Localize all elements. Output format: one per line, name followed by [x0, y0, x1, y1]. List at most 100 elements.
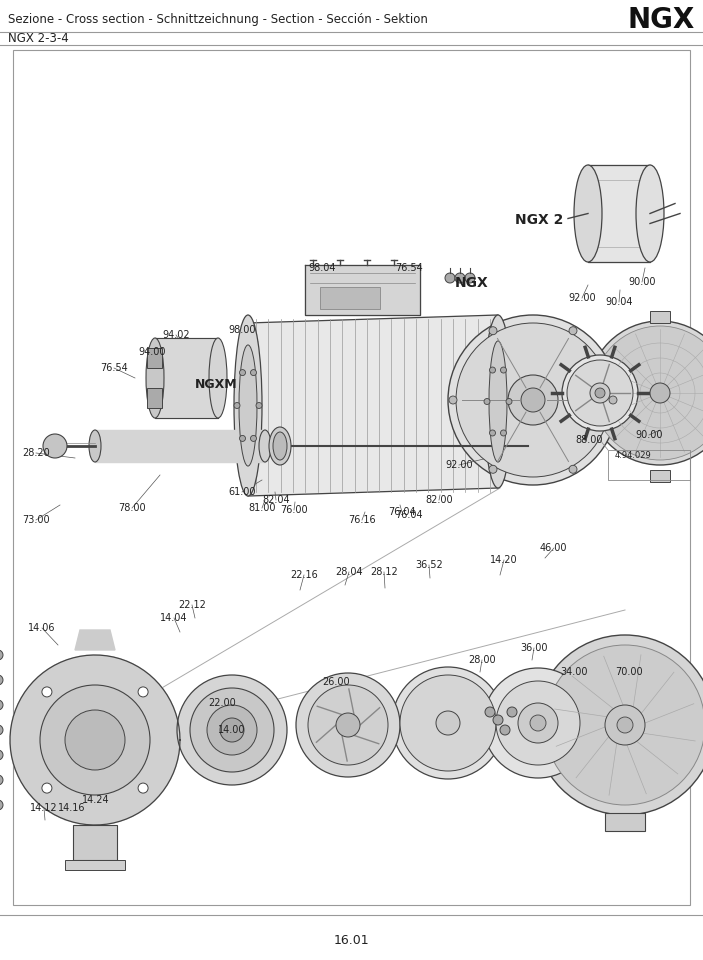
Bar: [147, 348, 162, 368]
Circle shape: [40, 685, 150, 795]
Text: 81.00: 81.00: [248, 503, 276, 513]
Circle shape: [485, 707, 495, 717]
Circle shape: [609, 396, 617, 404]
Text: 76.00: 76.00: [280, 505, 308, 515]
Circle shape: [508, 375, 558, 425]
Circle shape: [250, 436, 257, 442]
Text: 76.54: 76.54: [100, 363, 128, 373]
Text: Sezione - Cross section - Schnittzeichnung - Section - Sección - Sektion: Sezione - Cross section - Schnittzeichnu…: [8, 13, 428, 27]
Ellipse shape: [209, 338, 227, 418]
Circle shape: [43, 434, 67, 458]
Circle shape: [500, 725, 510, 735]
Circle shape: [449, 396, 457, 404]
Text: 14.06: 14.06: [28, 623, 56, 633]
Bar: [608, 450, 690, 480]
Circle shape: [545, 645, 703, 805]
Circle shape: [42, 687, 52, 697]
Circle shape: [296, 673, 400, 777]
Circle shape: [0, 650, 3, 660]
Ellipse shape: [636, 165, 664, 262]
Text: 61.00: 61.00: [228, 487, 255, 497]
Ellipse shape: [269, 427, 291, 465]
Text: 76.04: 76.04: [388, 507, 415, 517]
Ellipse shape: [489, 341, 507, 462]
Text: 26.00: 26.00: [322, 677, 349, 687]
Text: 28.12: 28.12: [370, 567, 398, 577]
Circle shape: [0, 750, 3, 760]
Bar: [320, 287, 380, 309]
Circle shape: [593, 326, 703, 460]
Circle shape: [0, 775, 3, 785]
Circle shape: [489, 466, 497, 473]
Circle shape: [465, 273, 475, 283]
Text: 34.00: 34.00: [560, 667, 588, 677]
Text: 88.00: 88.00: [575, 435, 602, 445]
Ellipse shape: [239, 345, 257, 466]
Circle shape: [177, 675, 287, 785]
Text: 82.04: 82.04: [262, 495, 290, 505]
Text: 90.04: 90.04: [605, 297, 633, 307]
Text: 94.02: 94.02: [162, 330, 190, 340]
Polygon shape: [95, 430, 265, 462]
Circle shape: [220, 718, 244, 742]
Text: 28.00: 28.00: [468, 655, 496, 665]
Circle shape: [489, 430, 496, 436]
Text: 14.12: 14.12: [30, 803, 58, 813]
Text: 36.00: 36.00: [520, 643, 548, 653]
Text: 98.00: 98.00: [228, 325, 255, 335]
Bar: [73, 825, 117, 860]
Circle shape: [0, 675, 3, 685]
Circle shape: [483, 668, 593, 778]
Text: 22.12: 22.12: [178, 600, 206, 610]
Circle shape: [489, 367, 496, 373]
Circle shape: [0, 700, 3, 710]
Circle shape: [521, 388, 545, 412]
Ellipse shape: [146, 338, 164, 418]
Circle shape: [530, 715, 546, 731]
Ellipse shape: [259, 430, 271, 462]
Bar: [147, 388, 162, 408]
Circle shape: [493, 715, 503, 725]
Circle shape: [518, 703, 558, 743]
Circle shape: [588, 321, 703, 465]
Text: 92.00: 92.00: [445, 460, 472, 470]
Text: 28.04: 28.04: [335, 567, 363, 577]
Circle shape: [336, 713, 360, 737]
Circle shape: [436, 711, 460, 735]
Bar: [65, 860, 125, 870]
Circle shape: [250, 370, 257, 375]
Circle shape: [138, 783, 148, 793]
Circle shape: [567, 360, 633, 426]
Circle shape: [617, 717, 633, 733]
Circle shape: [256, 402, 262, 409]
Text: 14.16: 14.16: [58, 803, 86, 813]
Text: 90.00: 90.00: [635, 430, 662, 440]
Circle shape: [484, 398, 490, 404]
Text: 78.00: 78.00: [118, 503, 146, 513]
Text: 76.54: 76.54: [395, 263, 423, 273]
Ellipse shape: [574, 165, 602, 262]
Circle shape: [240, 370, 245, 375]
Ellipse shape: [273, 432, 287, 460]
Text: 46.00: 46.00: [540, 543, 567, 553]
Text: 16.01: 16.01: [334, 933, 369, 947]
Circle shape: [65, 710, 125, 770]
Polygon shape: [75, 630, 115, 650]
Circle shape: [506, 398, 512, 404]
Text: 76.16: 76.16: [348, 515, 375, 525]
Text: 14.20: 14.20: [490, 555, 517, 565]
Bar: [650, 470, 670, 482]
Circle shape: [569, 466, 577, 473]
Polygon shape: [248, 315, 498, 496]
Text: 28.20: 28.20: [22, 448, 50, 458]
Text: 22.16: 22.16: [290, 570, 318, 580]
Ellipse shape: [234, 315, 262, 496]
Circle shape: [207, 705, 257, 755]
Circle shape: [650, 383, 670, 403]
Text: NGX: NGX: [455, 276, 489, 290]
Circle shape: [569, 326, 577, 335]
Circle shape: [392, 667, 504, 779]
Text: 82.00: 82.00: [425, 495, 453, 505]
Circle shape: [501, 430, 506, 436]
Circle shape: [240, 436, 245, 442]
